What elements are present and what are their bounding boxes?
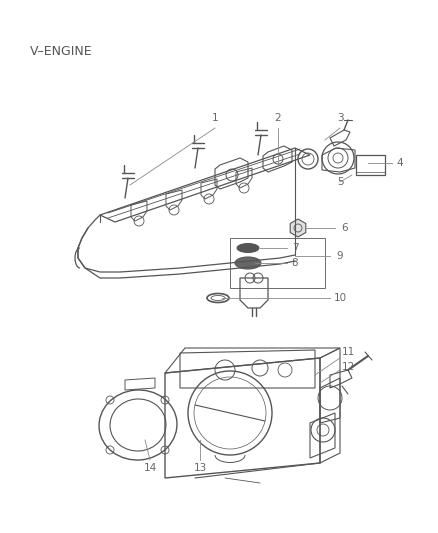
Text: 4: 4 bbox=[397, 158, 403, 168]
Text: 11: 11 bbox=[341, 347, 355, 357]
Text: 3: 3 bbox=[337, 113, 343, 123]
Text: 14: 14 bbox=[143, 463, 157, 473]
Text: 6: 6 bbox=[342, 223, 348, 233]
Text: 7: 7 bbox=[292, 243, 298, 253]
Bar bbox=[230, 238, 325, 288]
Text: 9: 9 bbox=[337, 251, 343, 261]
Text: 13: 13 bbox=[193, 463, 207, 473]
Text: 2: 2 bbox=[275, 113, 281, 123]
Text: 10: 10 bbox=[333, 293, 346, 303]
Text: 12: 12 bbox=[341, 362, 355, 372]
Text: 1: 1 bbox=[212, 113, 218, 123]
Text: 8: 8 bbox=[292, 258, 298, 268]
Ellipse shape bbox=[235, 257, 261, 269]
Text: 5: 5 bbox=[337, 177, 343, 187]
Polygon shape bbox=[290, 219, 306, 237]
Text: V–ENGINE: V–ENGINE bbox=[30, 45, 92, 58]
Ellipse shape bbox=[237, 244, 259, 253]
